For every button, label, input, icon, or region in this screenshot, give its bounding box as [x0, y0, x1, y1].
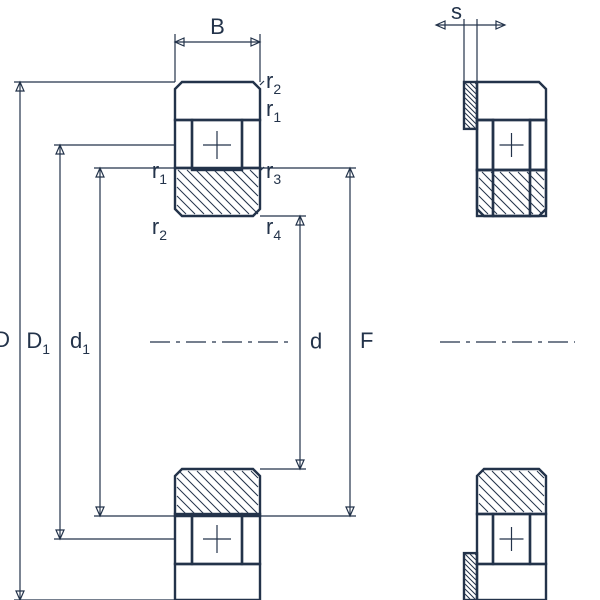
- svg-text:D: D: [0, 327, 10, 352]
- svg-text:r1: r1: [152, 158, 167, 187]
- svg-text:B: B: [210, 14, 225, 39]
- svg-text:D1: D1: [26, 328, 50, 357]
- svg-text:s: s: [451, 0, 462, 24]
- svg-text:r4: r4: [266, 214, 281, 243]
- svg-text:r2: r2: [266, 68, 281, 97]
- svg-text:F: F: [360, 328, 373, 353]
- svg-text:r2: r2: [152, 214, 167, 243]
- svg-text:r1: r1: [266, 96, 281, 125]
- svg-text:r3: r3: [266, 158, 281, 187]
- svg-text:d1: d1: [70, 328, 90, 357]
- svg-text:d: d: [310, 329, 322, 354]
